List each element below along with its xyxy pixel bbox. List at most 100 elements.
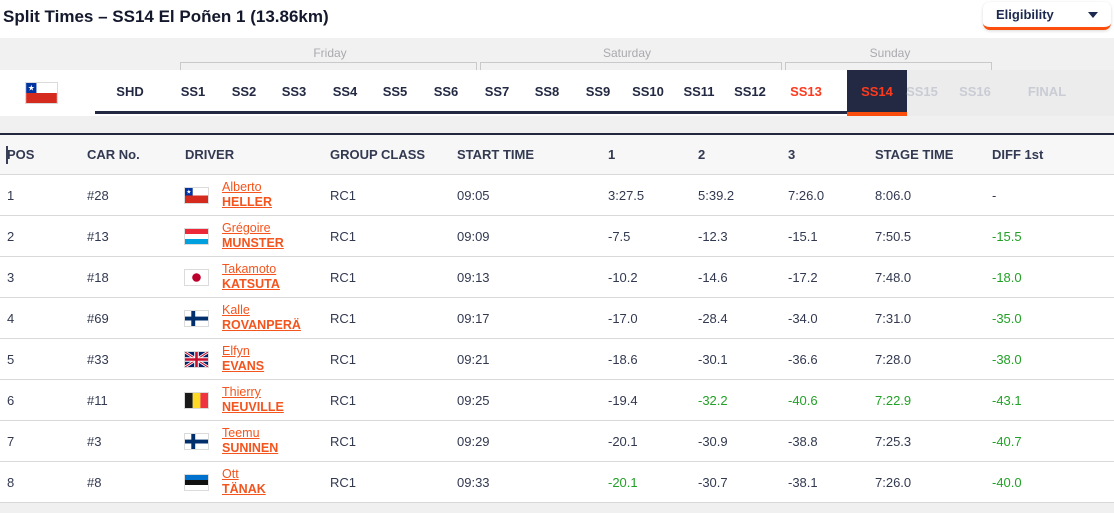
split3-cell: -34.0	[788, 310, 818, 326]
tab-ss7[interactable]: SS7	[484, 84, 510, 99]
position-cell: 6	[7, 392, 15, 408]
car-number-cell: #33	[87, 351, 109, 367]
car-number-cell: #69	[87, 310, 109, 326]
split3-cell: -38.1	[788, 474, 818, 490]
title-bar: Split Times – SS14 El Poñen 1 (13.86km) …	[0, 0, 1114, 38]
table-row: 7 #3 Teemu SUNINEN RC1 09:29 -20.1 -30.9…	[0, 421, 1114, 462]
driver-country-flag-icon	[185, 474, 208, 490]
stage-time-cell: 7:31.0	[875, 310, 912, 326]
position-cell: 3	[7, 269, 15, 285]
driver-country-flag-icon	[185, 187, 208, 203]
driver-country-flag-icon	[185, 392, 208, 408]
split1-cell: -7.5	[608, 228, 631, 244]
driver-last-name-link[interactable]: HELLER	[222, 195, 272, 209]
header-stage-time: STAGE TIME	[875, 147, 954, 162]
header-pos: POS	[7, 147, 35, 162]
group-class-cell: RC1	[330, 228, 357, 244]
driver-last-name-link[interactable]: NEUVILLE	[222, 400, 284, 414]
tab-ss10[interactable]: SS10	[632, 84, 664, 99]
driver-cell: Thierry NEUVILLE	[182, 385, 330, 415]
driver-cell: Ott TÄNAK	[182, 467, 330, 497]
day-label-sunday: Sunday	[869, 46, 911, 60]
split2-cell: -30.9	[698, 433, 728, 449]
day-label-friday: Friday	[313, 46, 347, 60]
tab-ss16: SS16	[959, 84, 991, 99]
tab-ss13[interactable]: SS13	[790, 84, 822, 99]
tab-ss3[interactable]: SS3	[281, 84, 307, 99]
driver-first-name-link[interactable]: Alberto	[222, 180, 262, 194]
driver-last-name-link[interactable]: TÄNAK	[222, 482, 266, 496]
tab-shd[interactable]: SHD	[116, 84, 144, 99]
tab-ss2[interactable]: SS2	[231, 84, 257, 99]
header-split-1: 1	[608, 147, 616, 162]
diff-first-cell: -35.0	[992, 310, 1022, 326]
position-cell: 1	[7, 187, 15, 203]
position-cell: 2	[7, 228, 15, 244]
chevron-down-icon	[1088, 11, 1098, 18]
tab-ss1[interactable]: SS1	[180, 84, 206, 99]
start-time-cell: 09:05	[457, 187, 490, 203]
page-title: Split Times – SS14 El Poñen 1 (13.86km)	[3, 7, 329, 26]
split3-cell: -15.1	[788, 228, 818, 244]
car-number-cell: #18	[87, 269, 109, 285]
split3-cell: -40.6	[788, 392, 818, 408]
tab-ss8[interactable]: SS8	[534, 84, 560, 99]
split2-cell: -30.7	[698, 474, 728, 490]
driver-country-flag-icon	[185, 433, 208, 449]
tab-ss14[interactable]: SS14	[847, 70, 907, 112]
start-time-cell: 09:25	[457, 392, 490, 408]
car-number-cell: #13	[87, 228, 109, 244]
driver-last-name-link[interactable]: MUNSTER	[222, 236, 284, 250]
day-band: Friday Saturday Sunday	[0, 38, 1114, 70]
driver-last-name-link[interactable]: EVANS	[222, 359, 265, 373]
split1-cell: -17.0	[608, 310, 638, 326]
split1-cell: -20.1	[608, 433, 638, 449]
stage-tabs: SHD SS1 SS2 SS3 SS4 SS5 SS6 SS7 SS8 SS9 …	[0, 70, 1114, 116]
table-row: 3 #18 Takamoto KATSUTA RC1 09:13 -10.2 -…	[0, 257, 1114, 298]
group-class-cell: RC1	[330, 187, 357, 203]
driver-first-name-link[interactable]: Takamoto	[222, 262, 277, 276]
driver-first-name-link[interactable]: Thierry	[222, 385, 261, 399]
stage-time-cell: 7:25.3	[875, 433, 912, 449]
tab-ss5[interactable]: SS5	[382, 84, 408, 99]
driver-last-name-link[interactable]: SUNINEN	[222, 441, 279, 455]
split2-cell: -28.4	[698, 310, 728, 326]
saturday-bracket	[480, 62, 782, 70]
tab-ss11[interactable]: SS11	[683, 84, 715, 99]
driver-first-name-link[interactable]: Ott	[222, 467, 239, 481]
car-number-cell: #28	[87, 187, 109, 203]
driver-first-name-link[interactable]: Kalle	[222, 303, 250, 317]
tab-ss6[interactable]: SS6	[433, 84, 459, 99]
header-driver: DRIVER	[185, 147, 235, 162]
driver-cell: Teemu SUNINEN	[182, 426, 330, 456]
group-class-cell: RC1	[330, 392, 357, 408]
header-car-no: CAR No.	[87, 147, 140, 162]
day-label-saturday: Saturday	[602, 46, 652, 60]
driver-cell: Kalle ROVANPERÄ	[182, 303, 330, 333]
stage-time-cell: 7:26.0	[875, 474, 912, 490]
tab-ss4[interactable]: SS4	[332, 84, 358, 99]
driver-first-name-link[interactable]: Teemu	[222, 426, 260, 440]
driver-last-name-link[interactable]: KATSUTA	[222, 277, 280, 291]
group-class-cell: RC1	[330, 433, 357, 449]
diff-first-cell: -43.1	[992, 392, 1022, 408]
split3-cell: -38.8	[788, 433, 818, 449]
table-row: 2 #13 Grégoire MUNSTER RC1 09:09 -7.5 -1…	[0, 216, 1114, 257]
tab-ss12[interactable]: SS12	[734, 84, 766, 99]
diff-first-cell: -40.0	[992, 474, 1022, 490]
split1-cell: -10.2	[608, 269, 638, 285]
tab-ss9[interactable]: SS9	[585, 84, 611, 99]
table-row: 4 #69 Kalle ROVANPERÄ RC1 09:17 -17.0 -2…	[0, 298, 1114, 339]
driver-cell: Elfyn EVANS	[182, 344, 330, 374]
table-row: 6 #11 Thierry NEUVILLE RC1 09:25 -19.4 -…	[0, 380, 1114, 421]
driver-last-name-link[interactable]: ROVANPERÄ	[222, 318, 301, 332]
stage-time-cell: 7:48.0	[875, 269, 912, 285]
table-body: 1 #28 Alberto HELLER RC1 09:05 3:27.5 5:…	[0, 175, 1114, 503]
header-start-time: START TIME	[457, 147, 535, 162]
driver-cell: Grégoire MUNSTER	[182, 221, 330, 251]
driver-first-name-link[interactable]: Grégoire	[222, 221, 271, 235]
driver-first-name-link[interactable]: Elfyn	[222, 344, 250, 358]
eligibility-dropdown[interactable]: Eligibility	[983, 2, 1111, 30]
tab-final: FINAL	[1027, 84, 1067, 99]
stage-time-cell: 7:22.9	[875, 392, 912, 408]
